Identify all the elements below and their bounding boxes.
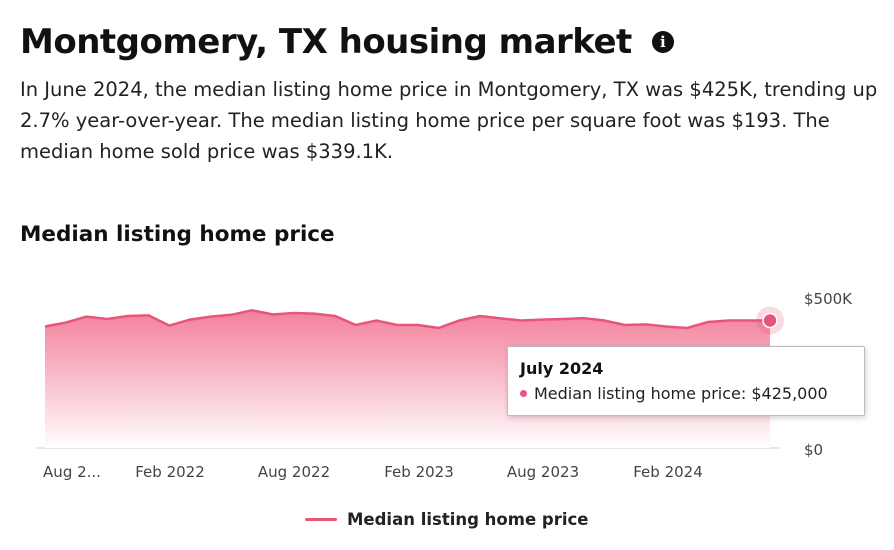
data-point[interactable] [456,318,462,324]
chart-section-title: Median listing home price [20,222,335,247]
data-point[interactable] [373,318,379,324]
chart-tooltip: July 2024 Median listing home price: $42… [507,346,865,416]
data-point[interactable] [353,322,359,328]
data-point[interactable] [643,321,649,327]
data-point[interactable] [166,323,172,329]
data-point[interactable] [705,319,711,325]
data-point[interactable] [270,312,276,318]
page-header: Montgomery, TX housing market i [20,22,674,62]
hover-point-marker[interactable] [762,312,778,329]
data-point[interactable] [726,318,732,324]
data-point[interactable] [42,324,48,330]
data-point[interactable] [560,316,566,322]
data-point[interactable] [249,307,255,313]
data-point[interactable] [518,318,524,324]
x-tick-label: Aug 2... [43,463,101,481]
x-tick-label: Feb 2023 [384,463,454,481]
data-point[interactable] [622,322,628,328]
data-point[interactable] [581,315,587,321]
data-point[interactable] [187,317,193,323]
data-point[interactable] [415,322,421,328]
data-point[interactable] [394,322,400,328]
page-title: Montgomery, TX housing market [20,22,632,62]
tooltip-value: Median listing home price: $425,000 [534,384,828,403]
data-point[interactable] [63,320,69,326]
tooltip-series-dot [520,390,527,397]
data-point[interactable] [477,313,483,319]
data-point[interactable] [311,311,317,317]
data-point[interactable] [228,312,234,318]
chart-legend[interactable]: Median listing home price [305,510,588,529]
series-line [44,309,770,330]
data-point[interactable] [104,316,110,322]
data-point[interactable] [498,315,504,321]
data-point[interactable] [83,314,89,320]
data-point[interactable] [663,324,669,330]
x-tick-label: Feb 2024 [633,463,703,481]
legend-swatch [305,518,337,521]
tooltip-row: Median listing home price: $425,000 [520,384,852,403]
market-summary: In June 2024, the median listing home pr… [20,78,878,163]
data-point[interactable] [332,313,338,319]
data-point[interactable] [539,317,545,323]
data-point[interactable] [436,325,442,331]
x-tick-label: Aug 2023 [507,463,579,481]
x-tick-label: Aug 2022 [258,463,330,481]
tooltip-title: July 2024 [520,359,604,378]
y-tick-label: $500K [804,290,853,308]
data-point[interactable] [208,314,214,320]
data-point[interactable] [291,310,297,316]
data-point[interactable] [601,318,607,324]
legend-label: Median listing home price [347,510,589,529]
y-tick-label: $0 [804,441,823,459]
data-point[interactable] [684,325,690,331]
data-point[interactable] [746,318,752,324]
data-point[interactable] [146,312,152,318]
x-tick-label: Feb 2022 [135,463,205,481]
data-point[interactable] [125,313,131,319]
info-icon[interactable]: i [651,31,674,53]
